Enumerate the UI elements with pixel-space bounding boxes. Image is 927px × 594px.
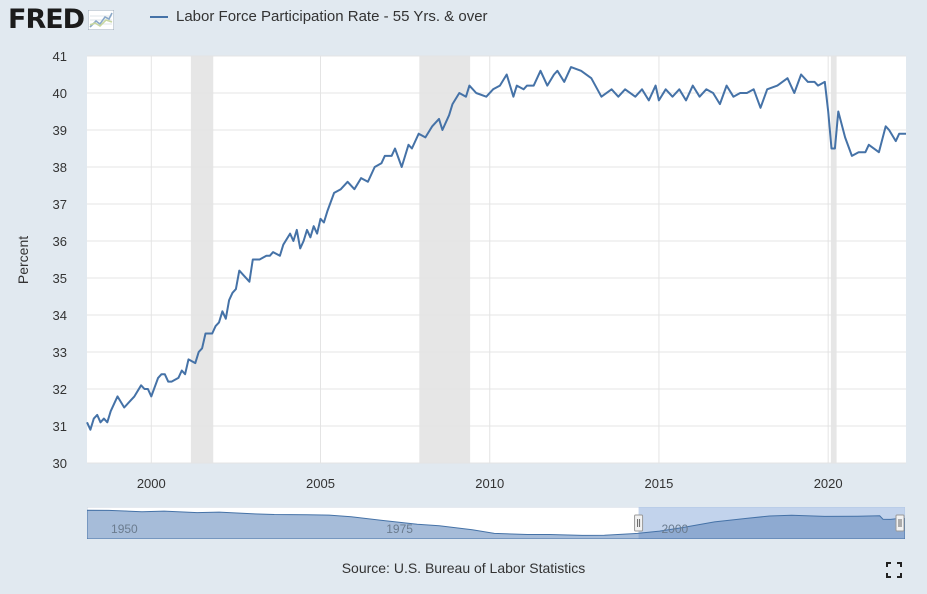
x-tick-2020: 2020 — [814, 476, 843, 491]
y-tick-34: 34 — [53, 308, 67, 323]
fred-graph-icon — [88, 10, 115, 30]
y-tick-30: 30 — [53, 456, 67, 471]
series-line[interactable] — [86, 66, 906, 431]
navigator-handle-right[interactable] — [895, 514, 905, 532]
fred-logo-text: FRED — [8, 4, 85, 35]
line-chart[interactable]: 30 31 32 33 34 35 36 37 38 39 40 41 2000 2005 2010 201… — [0, 0, 927, 505]
legend-label: Labor Force Participation Rate - 55 Yrs.… — [176, 8, 488, 25]
recession-band-1 — [190, 56, 214, 463]
source-note: Source: U.S. Bureau of Labor Statistics — [341, 560, 586, 576]
grid-lines — [87, 55, 906, 464]
navigator-label-2000: 2000 — [661, 522, 688, 536]
fullscreen-icon[interactable] — [886, 562, 902, 578]
y-tick-33: 33 — [53, 345, 67, 360]
legend-swatch — [150, 15, 168, 18]
y-tick-38: 38 — [53, 160, 67, 175]
range-navigator[interactable]: 1950 1975 2000 — [87, 507, 905, 539]
navigator-handles — [634, 514, 905, 532]
navigator-label-1975: 1975 — [386, 522, 413, 536]
x-tick-2005: 2005 — [306, 476, 335, 491]
y-tick-35: 35 — [53, 271, 67, 286]
recession-band-3 — [830, 56, 837, 463]
recession-band-2 — [419, 56, 471, 463]
x-tick-2015: 2015 — [644, 476, 673, 491]
y-tick-37: 37 — [53, 197, 67, 212]
chart-legend[interactable]: Labor Force Participation Rate - 55 Yrs.… — [150, 8, 488, 25]
navigator-labels: 1950 1975 2000 — [111, 522, 688, 536]
y-tick-40: 40 — [53, 86, 67, 101]
fred-logo[interactable]: FRED — [8, 4, 115, 36]
y-axis-label: Percent — [15, 236, 31, 284]
y-tick-labels: 30 31 32 33 34 35 36 37 38 39 40 41 — [53, 49, 67, 471]
navigator-area — [87, 509, 905, 539]
navigator-label-1950: 1950 — [111, 522, 138, 536]
plot-area — [87, 56, 906, 463]
x-tick-labels: 2000 2005 2010 2015 2020 — [137, 476, 843, 491]
navigator-handle-left[interactable] — [634, 514, 644, 532]
x-tick-2010: 2010 — [475, 476, 504, 491]
y-tick-32: 32 — [53, 382, 67, 397]
y-tick-36: 36 — [53, 234, 67, 249]
y-tick-31: 31 — [53, 419, 67, 434]
y-tick-41: 41 — [53, 49, 67, 64]
x-tick-2000: 2000 — [137, 476, 166, 491]
y-tick-39: 39 — [53, 123, 67, 138]
